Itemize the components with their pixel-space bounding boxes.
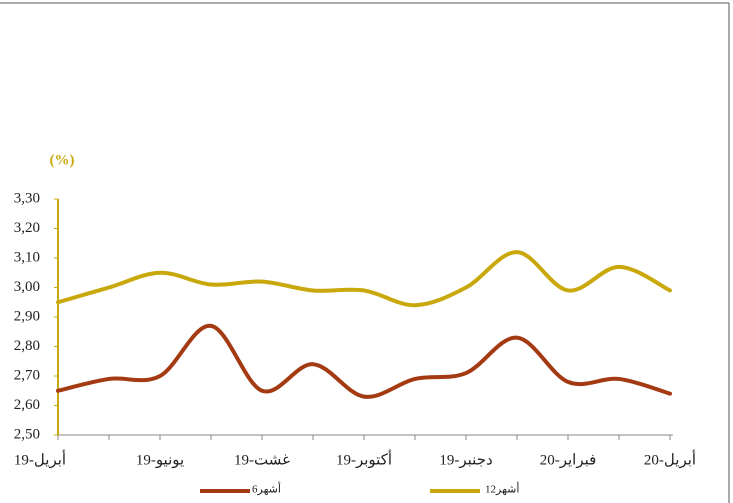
y-tick-label: 3,10 [14, 249, 40, 265]
legend-label: 6أشهر [252, 482, 281, 496]
x-tick-label: 19-يونيو [136, 452, 184, 468]
x-tick-label: 20-فبراير [540, 452, 597, 468]
y-axis-label: (%) [50, 152, 75, 168]
y-tick-label: 3,30 [14, 190, 40, 206]
y-tick-label: 2,50 [14, 426, 40, 442]
y-tick-label: 2,80 [14, 338, 40, 354]
y-tick-label: 3,20 [14, 220, 40, 236]
x-tick-label: 19-دجنبر [439, 452, 492, 468]
y-tick-label: 2,90 [14, 308, 40, 324]
x-tick-label: 20-أبريل [644, 449, 696, 468]
legend-label: 12أشهر [485, 482, 519, 496]
x-tick-label: 19-أكتوبر [336, 449, 392, 468]
y-tick-label: 3,00 [14, 279, 40, 295]
y-tick-label: 2,70 [14, 367, 40, 383]
x-tick-label: 19-أبريل [14, 449, 66, 468]
y-tick-label: 2,60 [14, 397, 40, 413]
series-line [56, 250, 672, 308]
x-tick-label: 19-غشت [234, 452, 290, 468]
series-line [56, 323, 672, 399]
